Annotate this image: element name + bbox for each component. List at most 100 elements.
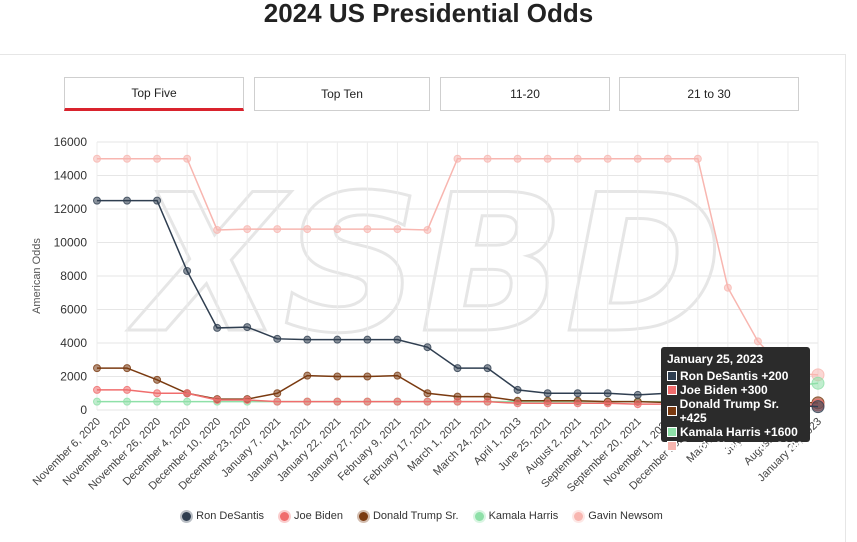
data-point[interactable]	[423, 343, 432, 352]
chart-legend: Ron DeSantis Joe Biden Donald Trump Sr. Kam…	[0, 510, 845, 522]
data-point[interactable]	[153, 196, 162, 205]
data-point[interactable]	[393, 335, 402, 344]
legend-label: Ron DeSantis	[196, 510, 265, 522]
data-point[interactable]	[153, 375, 162, 384]
data-point[interactable]	[333, 225, 342, 234]
tab-21-to-30[interactable]: 21 to 30	[619, 77, 799, 111]
data-point[interactable]	[333, 397, 342, 406]
data-point[interactable]	[633, 390, 642, 399]
tooltip-row: Joe Biden +300	[667, 383, 804, 397]
data-point[interactable]	[603, 154, 612, 163]
data-point[interactable]	[303, 397, 312, 406]
data-point[interactable]	[123, 397, 132, 406]
legend-label: Gavin Newsom	[588, 510, 663, 522]
data-point[interactable]	[393, 397, 402, 406]
data-point[interactable]	[183, 154, 192, 163]
data-point[interactable]	[363, 225, 372, 234]
data-point[interactable]	[273, 225, 282, 234]
data-point[interactable]	[123, 196, 132, 205]
data-point[interactable]	[183, 266, 192, 275]
data-point[interactable]	[603, 399, 612, 408]
data-point[interactable]	[483, 154, 492, 163]
data-point[interactable]	[363, 372, 372, 381]
data-point[interactable]	[93, 196, 101, 205]
y-tick-label: 10000	[54, 236, 88, 250]
data-point[interactable]	[363, 397, 372, 406]
data-point[interactable]	[423, 389, 432, 398]
legend-item[interactable]: Joe Biden	[280, 510, 343, 522]
data-point[interactable]	[123, 364, 132, 373]
y-tick-label: 8000	[60, 269, 87, 283]
legend-item[interactable]: Donald Trump Sr.	[358, 510, 459, 522]
data-point[interactable]	[453, 364, 462, 373]
data-point[interactable]	[93, 154, 101, 163]
legend-item[interactable]: Kamala Harris	[474, 510, 558, 522]
data-point[interactable]	[393, 371, 402, 380]
data-point[interactable]	[483, 364, 492, 373]
data-point[interactable]	[93, 385, 101, 394]
tooltip-row-label: Joe Biden +300	[680, 383, 768, 397]
data-point[interactable]	[811, 400, 825, 414]
data-point[interactable]	[93, 397, 101, 406]
data-point[interactable]	[153, 154, 162, 163]
tab-top-ten[interactable]: Top Ten	[254, 77, 430, 111]
data-point[interactable]	[123, 154, 132, 163]
data-point[interactable]	[513, 399, 522, 408]
data-tooltip: January 25, 2023 Ron DeSantis +200 Joe Bi…	[661, 347, 810, 453]
data-point[interactable]	[753, 337, 762, 346]
data-point[interactable]	[153, 397, 162, 406]
data-point[interactable]	[333, 335, 342, 344]
data-point[interactable]	[663, 154, 672, 163]
legend-label: Donald Trump Sr.	[372, 510, 459, 522]
tooltip-swatch	[667, 371, 677, 381]
data-point[interactable]	[183, 397, 192, 406]
tooltip-row-label: Gavin Newsom +2100	[680, 439, 804, 453]
data-point[interactable]	[243, 395, 252, 404]
data-point[interactable]	[243, 225, 252, 234]
tab-11-20[interactable]: 11-20	[440, 77, 610, 111]
data-point[interactable]	[423, 397, 432, 406]
data-point[interactable]	[303, 225, 312, 234]
data-point[interactable]	[453, 154, 462, 163]
data-point[interactable]	[393, 225, 402, 234]
data-point[interactable]	[423, 225, 432, 234]
data-point[interactable]	[183, 389, 192, 398]
data-point[interactable]	[333, 372, 342, 381]
data-point[interactable]	[811, 376, 825, 390]
data-point[interactable]	[573, 389, 582, 398]
legend-dot-icon	[358, 511, 368, 521]
data-point[interactable]	[513, 154, 522, 163]
data-point[interactable]	[213, 395, 222, 404]
data-point[interactable]	[363, 335, 372, 344]
data-point[interactable]	[483, 397, 492, 406]
y-tick-label: 2000	[60, 370, 87, 384]
data-point[interactable]	[153, 389, 162, 398]
legend-dot-icon	[280, 511, 290, 521]
chart-panel	[0, 54, 846, 542]
data-point[interactable]	[543, 154, 552, 163]
data-point[interactable]	[273, 389, 282, 398]
data-point[interactable]	[273, 397, 282, 406]
tab-top-five[interactable]: Top Five	[64, 77, 244, 111]
data-point[interactable]	[723, 283, 732, 292]
data-point[interactable]	[633, 154, 642, 163]
data-point[interactable]	[213, 323, 222, 332]
data-point[interactable]	[93, 364, 101, 373]
data-point[interactable]	[453, 397, 462, 406]
data-point[interactable]	[603, 389, 612, 398]
data-point[interactable]	[633, 400, 642, 409]
data-point[interactable]	[243, 323, 252, 332]
data-point[interactable]	[303, 371, 312, 380]
data-point[interactable]	[123, 385, 132, 394]
legend-item[interactable]: Gavin Newsom	[574, 510, 663, 522]
data-point[interactable]	[693, 154, 702, 163]
data-point[interactable]	[273, 334, 282, 343]
data-point[interactable]	[543, 399, 552, 408]
data-point[interactable]	[303, 335, 312, 344]
legend-item[interactable]: Ron DeSantis	[182, 510, 264, 522]
data-point[interactable]	[513, 385, 522, 394]
data-point[interactable]	[543, 389, 552, 398]
data-point[interactable]	[213, 225, 222, 234]
data-point[interactable]	[573, 154, 582, 163]
data-point[interactable]	[573, 399, 582, 408]
